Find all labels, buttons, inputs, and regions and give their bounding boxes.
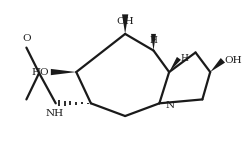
Text: OH: OH [225,56,243,65]
Text: OH: OH [116,17,134,26]
Text: NH: NH [46,109,64,118]
Text: HO: HO [31,67,49,77]
Polygon shape [151,34,156,50]
Polygon shape [169,57,181,72]
Text: H: H [181,54,189,63]
Text: H: H [149,36,158,45]
Polygon shape [210,58,225,72]
Polygon shape [51,69,76,75]
Text: N: N [165,101,174,110]
Text: O: O [22,34,31,43]
Polygon shape [122,14,128,34]
